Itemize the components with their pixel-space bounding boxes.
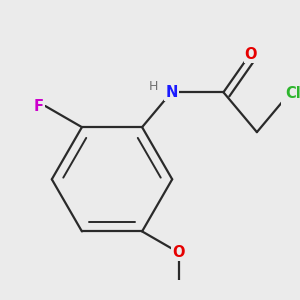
Text: O: O (245, 47, 257, 62)
Text: H: H (149, 80, 158, 93)
Text: F: F (34, 98, 44, 113)
Text: O: O (172, 245, 185, 260)
Text: N: N (165, 85, 178, 100)
Text: Cl: Cl (285, 86, 300, 101)
